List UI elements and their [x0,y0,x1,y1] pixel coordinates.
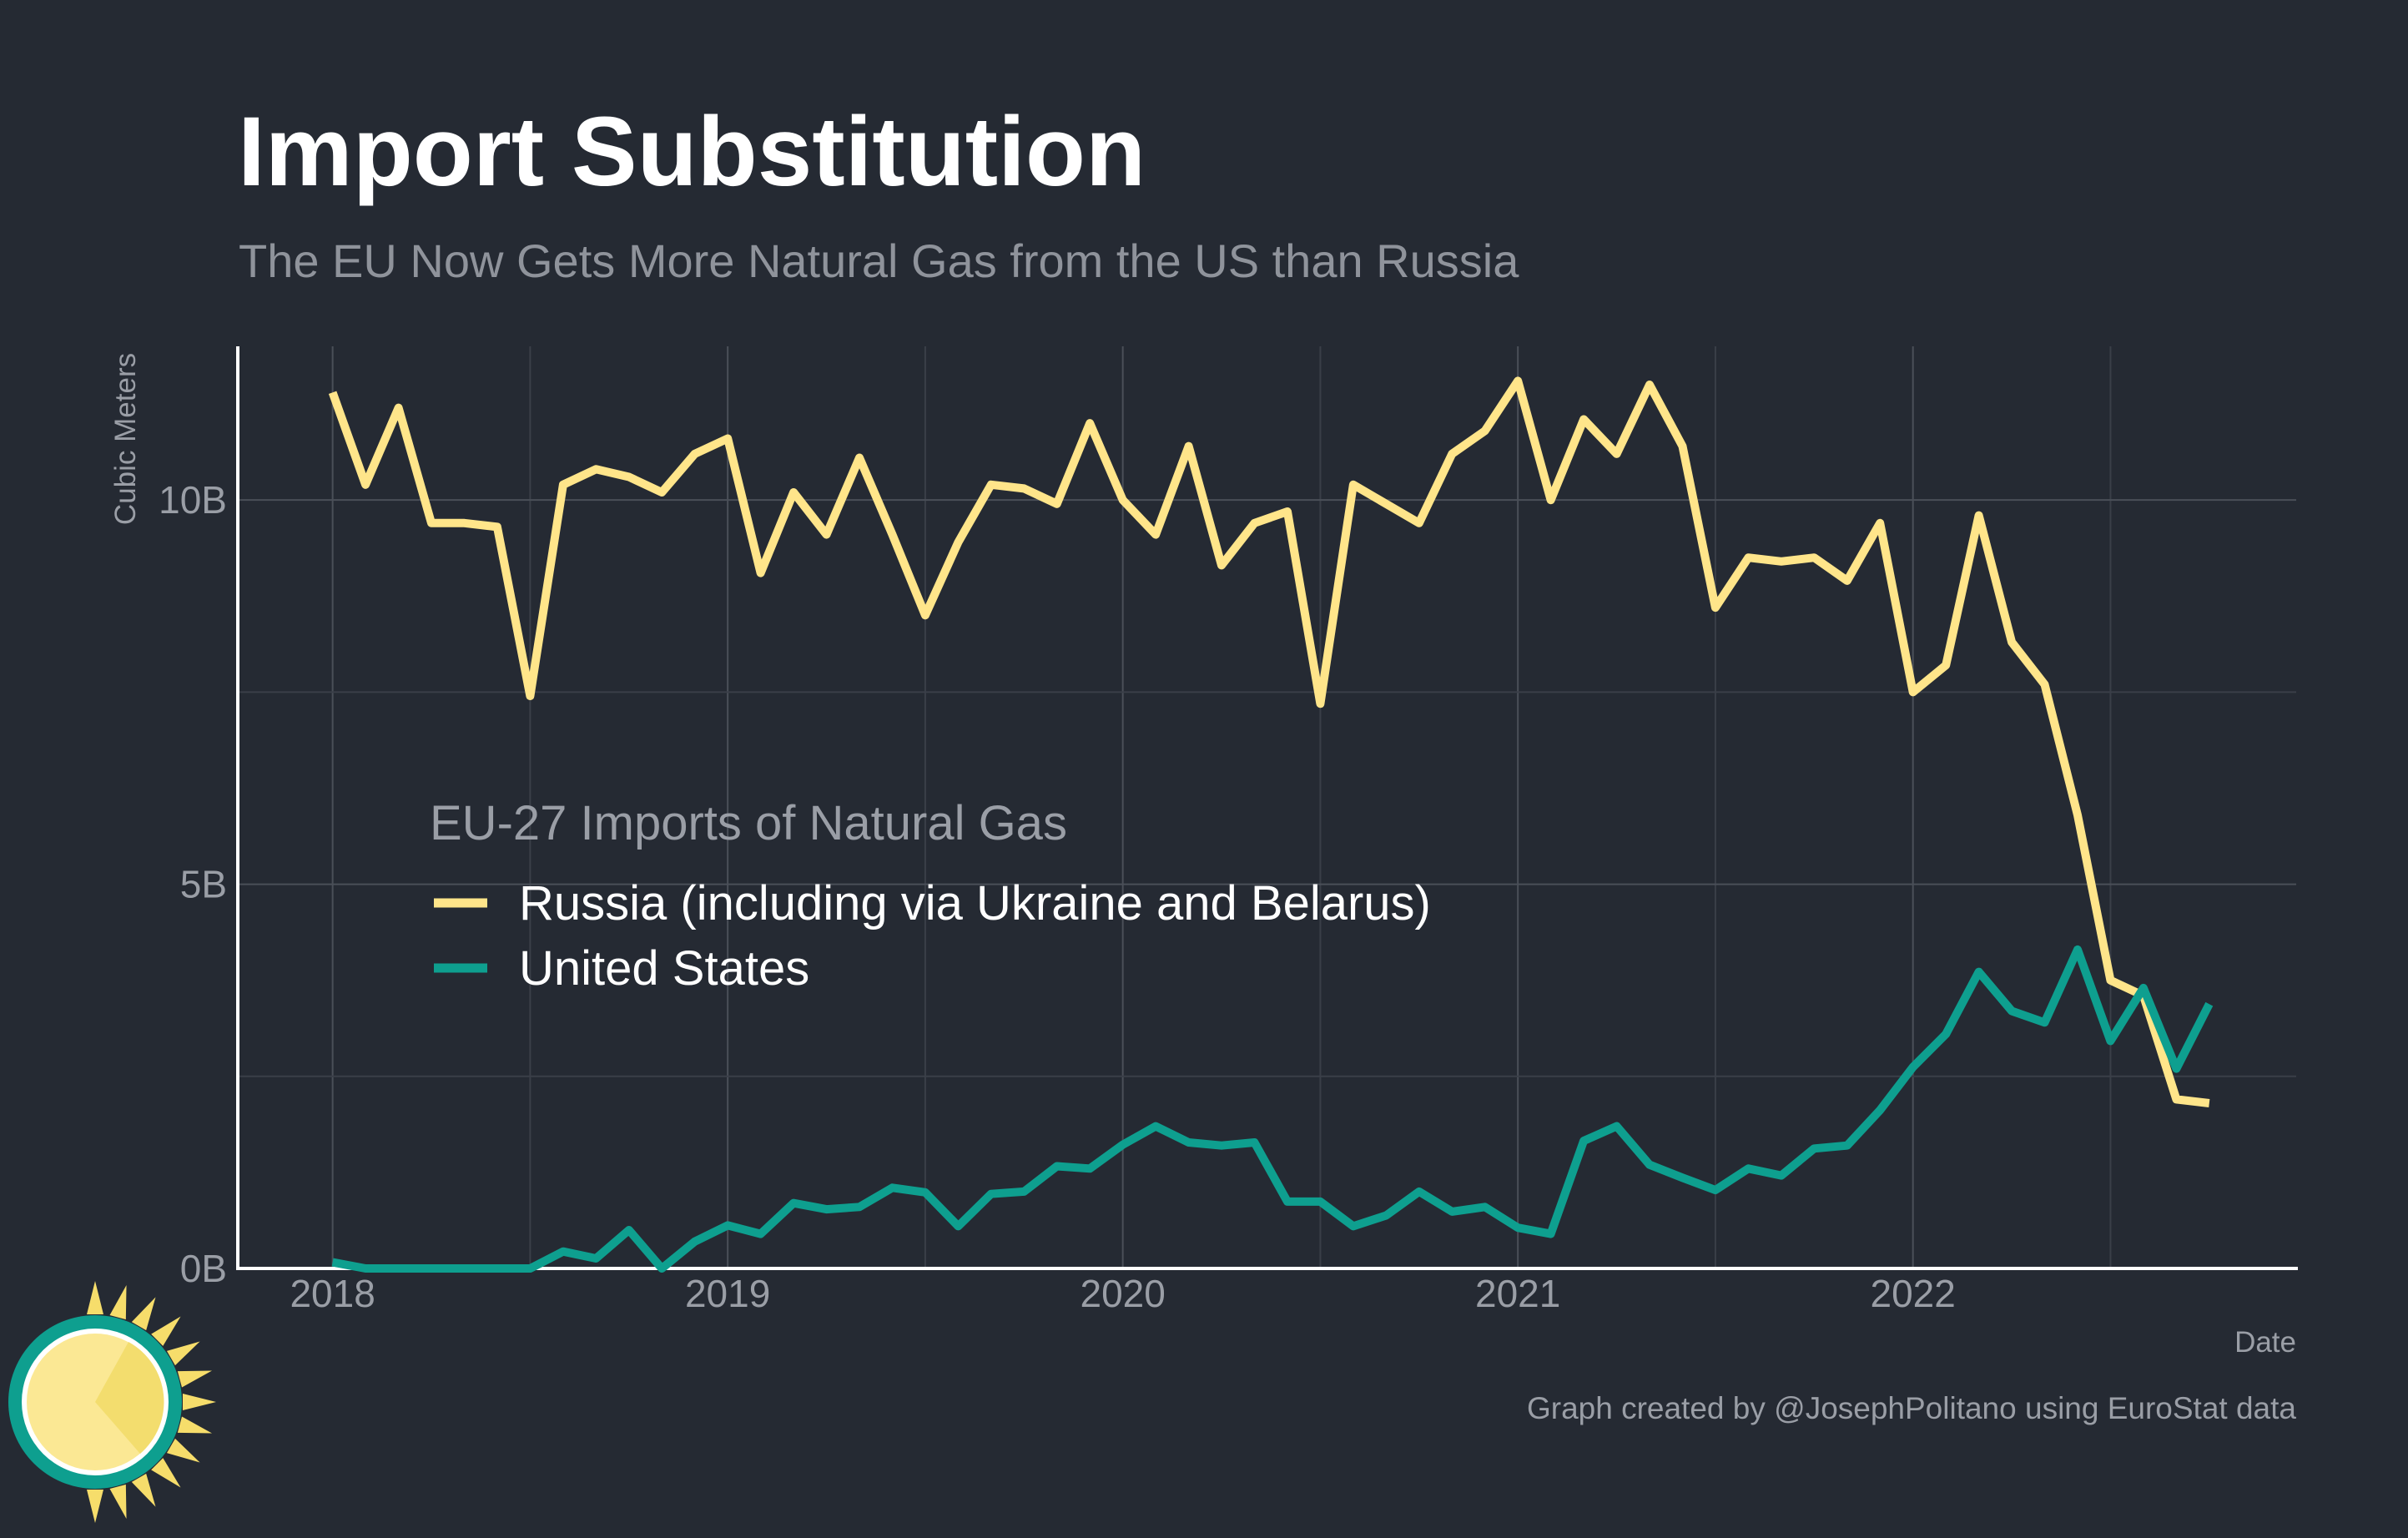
y-tick-labels: 0B 5B 10B [159,478,227,1290]
y-tick-label: 0B [180,1247,227,1290]
legend-title: EU-27 Imports of Natural Gas [430,796,1067,850]
legend-label-russia: Russia (including via Ukraine and Belaru… [519,876,1431,930]
y-tick-label: 5B [180,863,227,906]
x-tick-label: 2018 [290,1272,375,1315]
x-tick-label: 2020 [1080,1272,1165,1315]
x-axis-title: Date [2234,1326,2296,1359]
x-tick-label: 2019 [685,1272,770,1315]
chart-title: Import Substitution [238,97,1146,207]
legend-label-united-states: United States [519,941,809,996]
sun-logo-icon [8,1281,216,1523]
legend: EU-27 Imports of Natural Gas Russia (inc… [430,796,1431,996]
y-axis-title: Cubic Meters [109,353,142,525]
chart-subtitle: The EU Now Gets More Natural Gas from th… [239,234,1519,287]
x-tick-label: 2021 [1475,1272,1560,1315]
caption: Graph created by @JosephPolitano using E… [1527,1391,2296,1425]
series-lines [328,376,2214,1273]
x-tick-labels: 2018 2019 2020 2021 2022 [290,1272,1955,1315]
axes [236,346,2298,1270]
series-line-united-states [331,945,2214,1273]
y-tick-label: 10B [159,478,227,522]
x-tick-label: 2022 [1871,1272,1956,1315]
series-line-russia [328,376,2210,1107]
